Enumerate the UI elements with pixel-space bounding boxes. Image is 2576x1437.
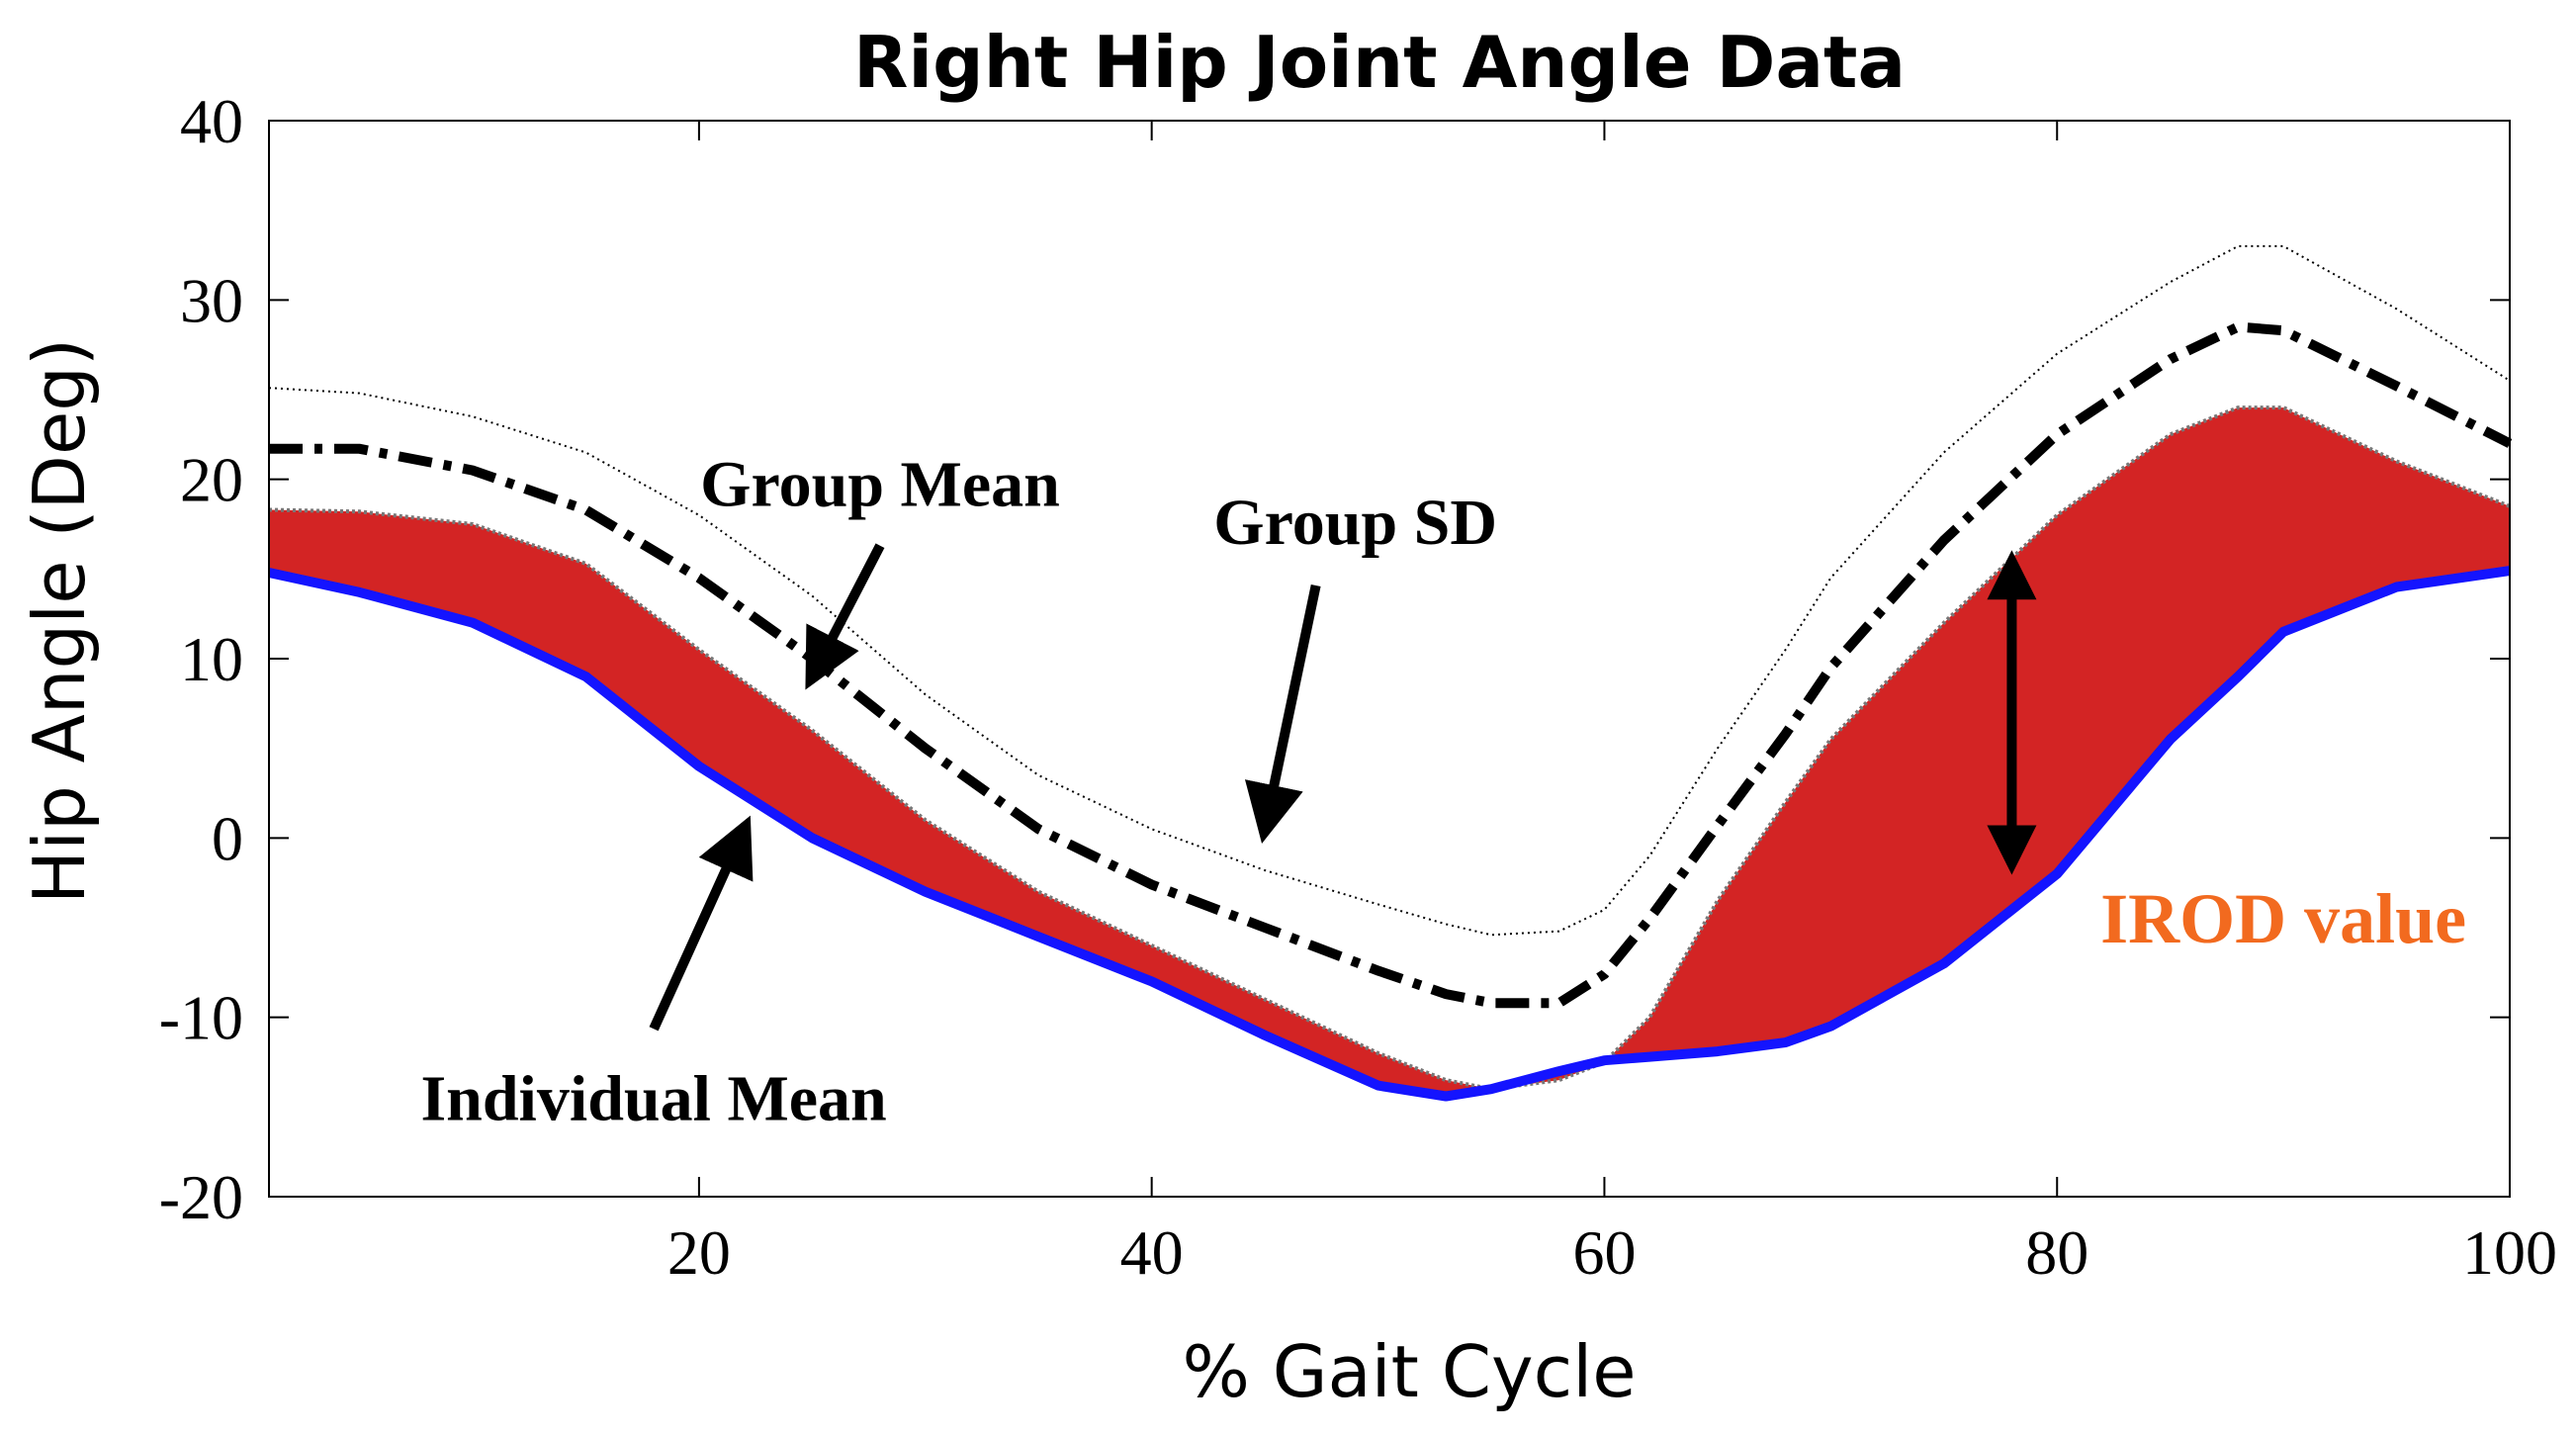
y-axis-ticks: -20 -10 0 10 20 30 40 [159,86,2510,1232]
annotation-arrow [649,815,754,1032]
annotations: Group Mean Group SD Individual Mean IROD va… [420,449,2466,1135]
y-tick-label: -20 [159,1162,243,1232]
y-tick-label: 30 [180,265,243,335]
y-tick-label: 20 [180,445,243,515]
shaded-region [269,407,2510,1097]
y-tick-label: 0 [212,803,243,873]
annotation-label: Group SD [1213,487,1497,559]
y-axis-label: Hip Angle (Deg) [18,338,101,904]
x-tick-label: 100 [2462,1217,2557,1288]
group-mean-line [269,321,2513,1009]
x-tick-label: 40 [1120,1217,1184,1288]
annotation-label: Group Mean [700,449,1060,521]
x-axis-label: % Gait Cycle [1182,1330,1636,1413]
y-tick-label: 10 [180,624,243,694]
annotation-arrow [1244,584,1321,844]
x-tick-label: 20 [667,1217,731,1288]
x-tick-label: 60 [1572,1217,1636,1288]
annotation-label: Individual Mean [420,1062,886,1134]
x-tick-label: 80 [2025,1217,2088,1288]
chart-title: Right Hip Joint Angle Data [853,21,1906,104]
annotation-arrow [805,543,885,690]
individual-mean-line [267,566,2511,1102]
annotation-label: IROD value [2100,879,2466,958]
y-tick-label: 40 [180,86,243,156]
plot-area [267,244,2513,1102]
x-axis-ticks: 20 40 60 80 100 [667,121,2557,1288]
y-tick-label: -10 [159,983,243,1053]
group-sd-upper-line [268,244,2511,937]
